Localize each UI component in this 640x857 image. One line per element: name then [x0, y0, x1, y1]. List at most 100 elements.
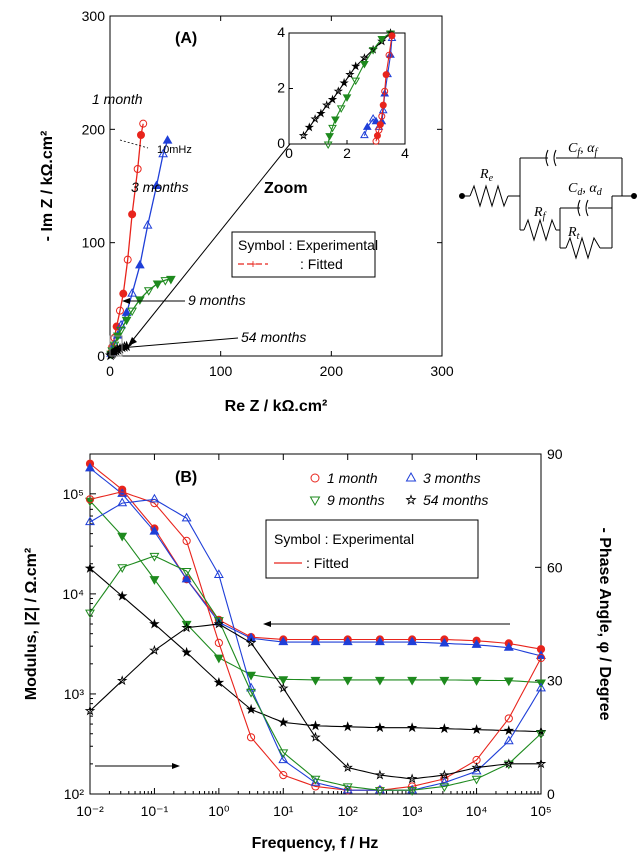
- y-tick-label: 10²: [64, 786, 85, 802]
- phase-data-point: [117, 497, 128, 507]
- phase-data-point: [278, 754, 289, 764]
- inset-data-point: [377, 36, 387, 44]
- arrowhead-modulus-axis: [172, 763, 180, 769]
- legend-marker: [309, 496, 321, 507]
- modulus-data-point: [246, 671, 257, 681]
- inset-x-tick-label: 0: [285, 145, 293, 161]
- inset-data-point: [342, 94, 352, 102]
- phase-data-point: [181, 622, 192, 633]
- circuit-resistor-rf: [523, 218, 557, 242]
- x-tick-label: 0: [106, 363, 114, 379]
- arrowhead-phase-axis: [263, 621, 271, 627]
- circuit-cpe-d-a: [577, 199, 581, 217]
- phase-data-point: [342, 762, 353, 773]
- phase-data-point: [503, 735, 514, 745]
- phase-data-point: [535, 758, 547, 769]
- circuit-cpe-f-a: [545, 149, 549, 167]
- phase-data-point: [374, 787, 385, 796]
- panel-a-inset: 0 2 4 0 2 4: [277, 24, 409, 161]
- phase-fit-line: [89, 623, 541, 780]
- phase-data-point: [213, 569, 224, 578]
- data-point: [135, 259, 145, 269]
- data-point: [121, 316, 132, 326]
- phase-data-point: [118, 487, 127, 496]
- modulus-data-point: [278, 716, 289, 727]
- modulus-data-point: [374, 722, 386, 733]
- panel-b-ylabel: Modulus, |Z| / Ω.cm²: [23, 548, 40, 700]
- data-point: [123, 255, 132, 264]
- inset-data-point: [368, 114, 378, 122]
- inset-data-point: [362, 122, 372, 130]
- inset-data-point: [388, 32, 396, 40]
- modulus-data-point: [278, 636, 289, 646]
- panel-b-data: [84, 459, 547, 796]
- series-line: [110, 278, 172, 354]
- y-tick-label: 10⁵: [63, 486, 84, 502]
- panel-a-legend-fitted: : Fitted: [300, 256, 343, 272]
- phase-data-point: [149, 552, 160, 562]
- circuit-labels: Re Rf Cf, αf Cd, αd Rt: [479, 141, 603, 242]
- inset-data-point: [327, 94, 338, 104]
- x-tick-label: 10²: [338, 803, 359, 819]
- panel-b-legend-box: [265, 519, 479, 579]
- data-point: [127, 307, 137, 317]
- modulus-data-point: [310, 676, 321, 686]
- phase-data-point: [471, 775, 482, 785]
- phase-data-point: [439, 783, 450, 793]
- y2-tick-label: 60: [547, 559, 563, 575]
- modulus-data-point: [149, 576, 160, 585]
- panel-b-axes: 10⁻² 10⁻¹ 10⁰ 10¹ 10² 10³ 10⁴ 10⁵10²10³10⁴10⁵03…: [62, 446, 562, 819]
- y-tick-label: 0: [97, 348, 105, 364]
- legend-marker: [310, 473, 320, 483]
- phase-data-point: [406, 773, 418, 784]
- data-point: [135, 296, 145, 305]
- x-tick-label: 10⁴: [466, 803, 488, 819]
- modulus-data-point: [116, 590, 128, 601]
- phase-data-point: [149, 644, 160, 655]
- circuit-label-rf: Rf: [533, 205, 547, 222]
- circuit-resistor-rt: [565, 236, 601, 260]
- inset-data-point: [378, 105, 388, 114]
- y-tick-label: 10⁴: [62, 586, 84, 602]
- circuit-cpe-f-b: [553, 149, 557, 167]
- panel-b-y2label: - Phase Angle, φ / Degree: [596, 527, 613, 720]
- modulus-data-point: [342, 636, 353, 646]
- phase-data-point: [85, 609, 95, 619]
- inset-data-point: [376, 121, 384, 129]
- modulus-data-point: [213, 676, 225, 688]
- data-point: [127, 288, 137, 297]
- data-point: [139, 119, 148, 128]
- phase-data-point: [374, 784, 385, 794]
- zoom-line: [131, 143, 291, 342]
- legend-b-3-months: 3 months: [423, 470, 481, 486]
- phase-data-point: [310, 731, 321, 742]
- annotation-zoom: Zoom: [264, 180, 308, 197]
- modulus-data-point: [407, 676, 418, 686]
- inset-y-tick-label: 2: [277, 80, 285, 96]
- phase-data-point: [536, 682, 546, 692]
- modulus-data-point: [503, 725, 515, 736]
- data-point: [128, 210, 137, 219]
- circuit-terminal-right: [631, 193, 637, 199]
- phase-data-point: [342, 784, 353, 794]
- panel-a-frame: [109, 15, 443, 357]
- phase-data-point: [246, 688, 257, 698]
- modulus-data-point: [245, 703, 257, 714]
- inset-data-point: [316, 108, 326, 118]
- modulus-data-point: [439, 723, 450, 734]
- modulus-data-point: [149, 618, 160, 629]
- inset-data-point: [322, 100, 332, 110]
- circuit-label-cf: Cf, αf: [568, 141, 598, 158]
- data-point: [116, 326, 126, 336]
- data-point: [142, 220, 153, 229]
- inset-data-point: [368, 47, 378, 55]
- inset-data-point: [381, 87, 389, 95]
- inset-data-point: [382, 71, 390, 79]
- modulus-data-point: [342, 676, 353, 686]
- phase-data-point: [213, 618, 225, 629]
- inset-data-point: [310, 114, 320, 124]
- legend-marker: [405, 494, 417, 505]
- modulus-data-point: [84, 562, 96, 573]
- modulus-data-point: [246, 632, 257, 642]
- panel-a-label: (A): [175, 30, 197, 47]
